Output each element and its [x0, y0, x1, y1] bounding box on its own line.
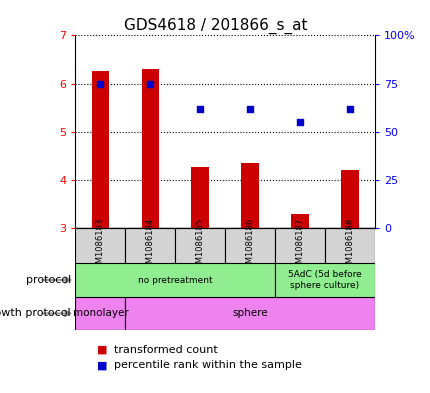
Text: 5AdC (5d before
sphere culture): 5AdC (5d before sphere culture) [288, 270, 361, 290]
Text: ■: ■ [97, 360, 107, 371]
Text: GSM1086186: GSM1086186 [245, 217, 254, 274]
Bar [341, 170, 358, 228]
Text: GSM1086185: GSM1086185 [195, 218, 204, 274]
Bar [125, 228, 175, 263]
Bar [274, 228, 324, 263]
Text: no pretreatment: no pretreatment [138, 275, 212, 285]
Bar [92, 72, 109, 228]
Text: GSM1086187: GSM1086187 [295, 217, 304, 274]
Bar [175, 228, 224, 263]
Bar [125, 297, 374, 330]
Text: GDS4618 / 201866_s_at: GDS4618 / 201866_s_at [123, 18, 307, 34]
Point [147, 80, 154, 86]
Text: transformed count: transformed count [114, 345, 218, 355]
Bar [75, 228, 125, 263]
Bar [324, 228, 374, 263]
Bar [241, 163, 258, 228]
Text: percentile rank within the sample: percentile rank within the sample [114, 360, 301, 371]
Text: protocol: protocol [26, 275, 71, 285]
Bar [274, 263, 374, 297]
Text: GSM1086188: GSM1086188 [345, 217, 354, 274]
Bar [141, 69, 159, 228]
Point [246, 105, 253, 112]
Point [346, 105, 353, 112]
Text: growth protocol: growth protocol [0, 309, 71, 318]
Point [296, 119, 303, 125]
Point [97, 80, 104, 86]
Text: monolayer: monolayer [72, 309, 128, 318]
Bar [291, 215, 308, 228]
Text: GSM1086183: GSM1086183 [95, 217, 104, 274]
Bar [224, 228, 274, 263]
Bar [75, 297, 125, 330]
Point [197, 105, 203, 112]
Bar [191, 167, 209, 228]
Text: sphere: sphere [232, 309, 267, 318]
Text: GSM1086184: GSM1086184 [145, 218, 154, 274]
Bar [75, 263, 274, 297]
Text: ■: ■ [97, 345, 107, 355]
